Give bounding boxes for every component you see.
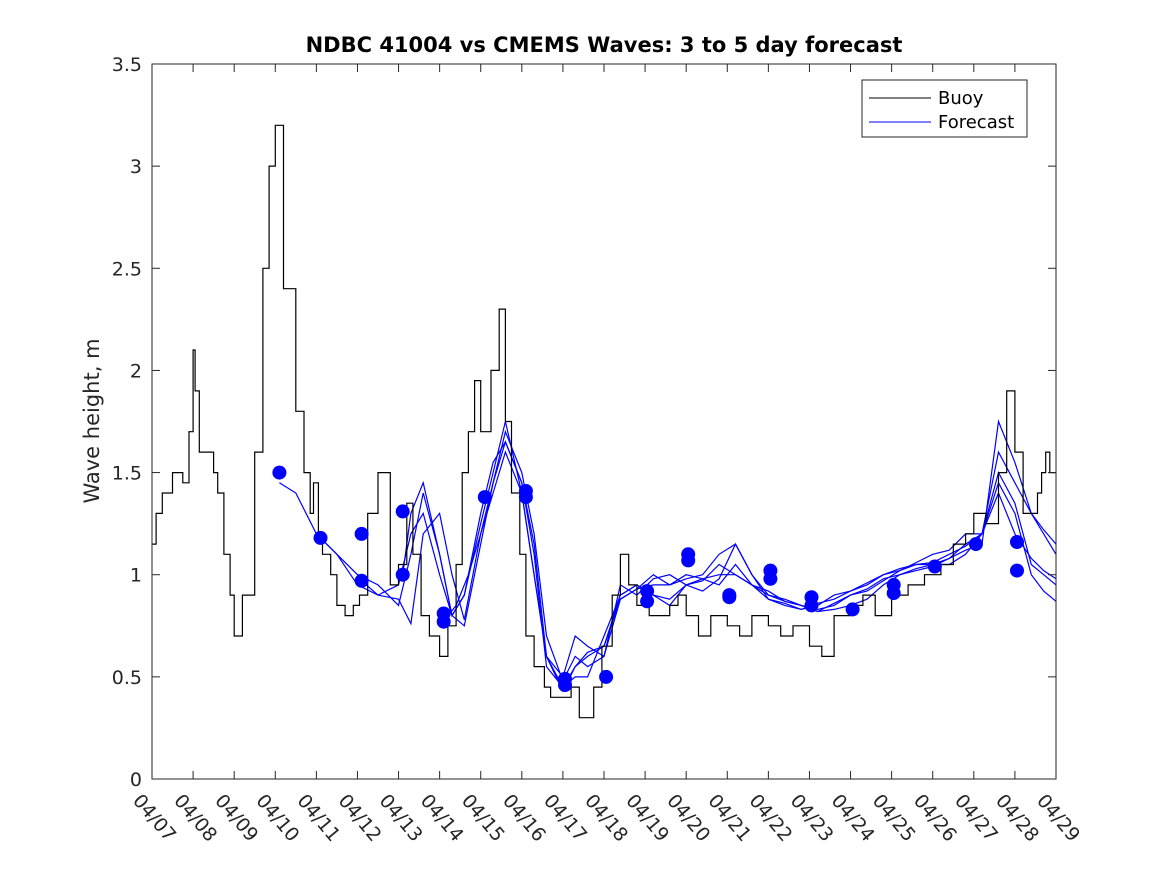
- legend-forecast-label: Forecast: [938, 112, 1014, 133]
- y-tick-label: 0: [130, 769, 142, 791]
- forecast-marker: [1010, 535, 1024, 549]
- forecast-marker: [722, 590, 737, 605]
- forecast-marker: [968, 537, 983, 552]
- y-tick-label: 1: [130, 565, 142, 587]
- y-axis: 0 0.5 1 1.5 2 2.5 3 3.5: [112, 54, 1056, 791]
- forecast-marker: [395, 567, 410, 582]
- forecast-marker: [558, 678, 572, 692]
- forecast-marker: [518, 490, 533, 505]
- y-axis-label: Wave height, m: [80, 338, 104, 503]
- forecast-marker: [436, 614, 451, 629]
- forecast-marker: [845, 602, 860, 617]
- forecast-marker: [640, 594, 655, 609]
- forecast-marker: [1010, 563, 1024, 578]
- y-tick-label: 3: [130, 156, 142, 178]
- forecast-marker: [927, 559, 942, 574]
- forecast-marker: [354, 573, 369, 588]
- forecast-marker: [640, 584, 655, 599]
- y-tick-label: 2: [130, 360, 142, 382]
- forecast-marker: [477, 490, 492, 505]
- forecast-marker: [886, 586, 901, 601]
- legend-box: [861, 79, 1028, 138]
- forecast-marker: [681, 553, 696, 568]
- forecast-marker: [313, 530, 328, 545]
- y-tick-label: 2.5: [112, 258, 142, 280]
- legend-buoy-label: Buoy: [938, 88, 984, 109]
- forecast-marker: [395, 504, 410, 519]
- forecast-line-5: [443, 450, 1057, 693]
- forecast-marker: [272, 465, 287, 480]
- forecast-marker: [763, 571, 778, 586]
- plot-series: [152, 124, 1057, 719]
- forecast-marker: [354, 526, 369, 541]
- y-tick-label: 3.5: [112, 54, 142, 76]
- forecast-line-4: [402, 440, 1057, 689]
- y-tick-label: 0.5: [112, 667, 142, 689]
- legend: Buoy Forecast: [861, 79, 1028, 138]
- forecast-marker: [599, 669, 614, 684]
- chart-title: NDBC 41004 vs CMEMS Waves: 3 to 5 day fo…: [306, 33, 903, 57]
- y-tick-label: 1.5: [112, 463, 142, 485]
- forecast-marker: [804, 598, 819, 613]
- buoy-line: [152, 124, 1056, 719]
